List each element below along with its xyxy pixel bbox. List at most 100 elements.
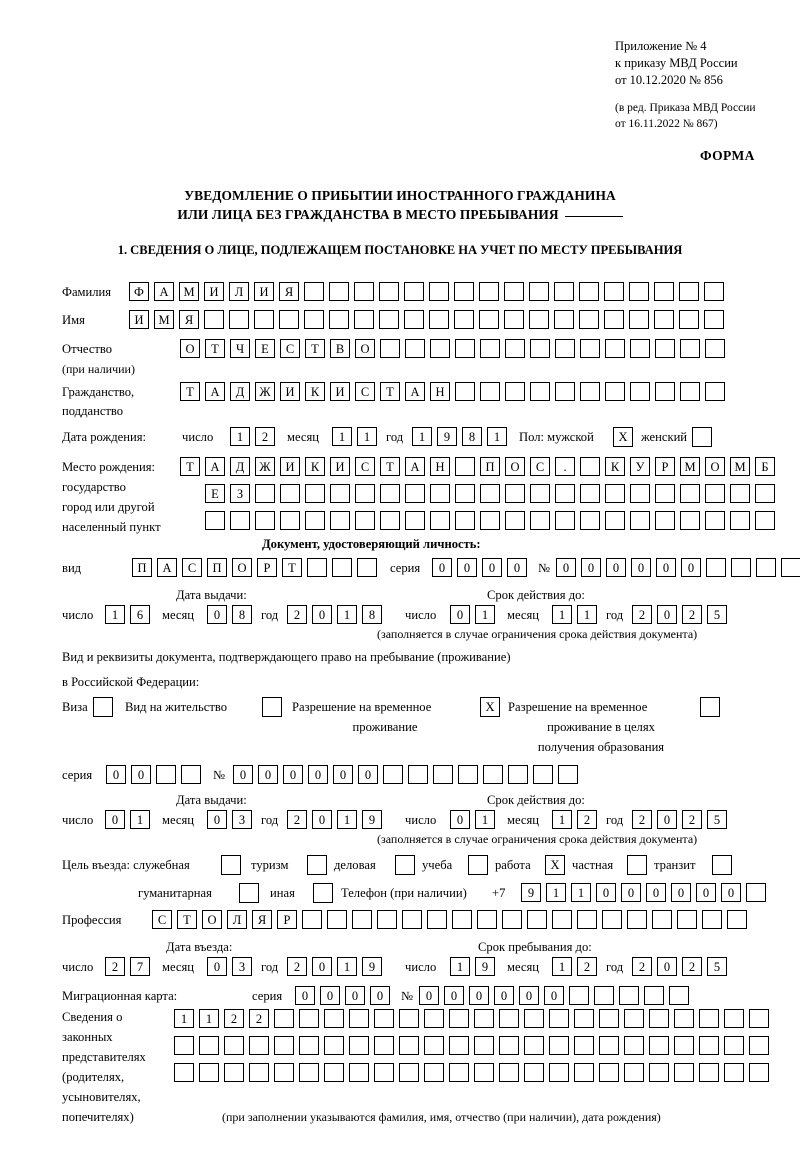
doc-kind-cell[interactable]: С xyxy=(182,558,202,577)
mig-number-cell[interactable] xyxy=(594,986,614,1005)
birthplace-row-2-cell[interactable] xyxy=(505,484,525,503)
birthplace-row-1-cell[interactable]: С xyxy=(355,457,375,476)
surname-cell[interactable] xyxy=(354,282,374,301)
permit-valid-year-cell[interactable]: 0 xyxy=(657,810,677,829)
permit-number-cell[interactable] xyxy=(433,765,453,784)
doc-number-cell[interactable] xyxy=(756,558,776,577)
citizenship-cell[interactable]: С xyxy=(355,382,375,401)
surname-cell[interactable] xyxy=(579,282,599,301)
firstname-cell[interactable] xyxy=(554,310,574,329)
permit-valid-month-cell[interactable]: 1 xyxy=(552,810,572,829)
patronymic-cell[interactable]: В xyxy=(330,339,350,358)
firstname-cell[interactable] xyxy=(429,310,449,329)
profession-cell[interactable]: Т xyxy=(177,910,197,929)
patronymic-cell[interactable] xyxy=(505,339,525,358)
patronymic-cell[interactable]: О xyxy=(180,339,200,358)
surname-cell[interactable] xyxy=(454,282,474,301)
phone-digits-cell[interactable]: 0 xyxy=(721,883,741,902)
birth-day-cell[interactable]: 1 xyxy=(230,427,250,446)
birthplace-row-3-cell[interactable] xyxy=(380,511,400,530)
doc-valid-day-cell[interactable]: 1 xyxy=(475,605,495,624)
legal-rep-row-3-cell[interactable] xyxy=(399,1063,419,1082)
entry-year-cell[interactable]: 9 xyxy=(362,957,382,976)
permit-number-cell[interactable]: 0 xyxy=(333,765,353,784)
permit-valid-year-cell[interactable]: 2 xyxy=(682,810,702,829)
phone-digits-cell[interactable]: 1 xyxy=(571,883,591,902)
doc-number-cell[interactable]: 0 xyxy=(606,558,626,577)
patronymic-cell[interactable]: Е xyxy=(255,339,275,358)
birthplace-row-1-cell[interactable]: К xyxy=(305,457,325,476)
doc-series-cell[interactable]: 0 xyxy=(507,558,527,577)
legal-rep-row-2-cell[interactable] xyxy=(274,1036,294,1055)
firstname-cell[interactable] xyxy=(704,310,724,329)
surname-cell[interactable] xyxy=(704,282,724,301)
mig-number-cell[interactable] xyxy=(669,986,689,1005)
legal-rep-row-1-cell[interactable] xyxy=(374,1009,394,1028)
sex-male-checkbox[interactable]: X xyxy=(613,427,633,447)
profession-cell[interactable] xyxy=(452,910,472,929)
legal-rep-row-2-cell[interactable] xyxy=(324,1036,344,1055)
legal-rep-row-2-cell[interactable] xyxy=(374,1036,394,1055)
birthplace-row-2-cell[interactable] xyxy=(380,484,400,503)
doc-series-cell[interactable]: 0 xyxy=(457,558,477,577)
stay-year-cell[interactable]: 2 xyxy=(682,957,702,976)
stay-month-cell[interactable]: 2 xyxy=(577,957,597,976)
surname-cell[interactable]: И xyxy=(204,282,224,301)
legal-rep-row-2-cell[interactable] xyxy=(624,1036,644,1055)
birthplace-row-3-cell[interactable] xyxy=(655,511,675,530)
profession-cell[interactable] xyxy=(352,910,372,929)
doc-issue-month-cell[interactable]: 8 xyxy=(232,605,252,624)
birthplace-row-1-cell[interactable]: О xyxy=(505,457,525,476)
legal-rep-row-2-cell[interactable] xyxy=(399,1036,419,1055)
legal-rep-row-2-cell[interactable] xyxy=(449,1036,469,1055)
purpose-tourism-checkbox[interactable] xyxy=(307,855,327,875)
citizenship-cell[interactable]: А xyxy=(205,382,225,401)
legal-rep-row-1-cell[interactable] xyxy=(474,1009,494,1028)
doc-valid-year-cell[interactable]: 5 xyxy=(707,605,727,624)
profession-cell[interactable] xyxy=(577,910,597,929)
birth-year-cell[interactable]: 1 xyxy=(412,427,432,446)
mig-number-cell[interactable]: 0 xyxy=(419,986,439,1005)
firstname-cell[interactable] xyxy=(654,310,674,329)
profession-cell[interactable] xyxy=(652,910,672,929)
doc-number-cell[interactable] xyxy=(781,558,800,577)
legal-rep-row-3-cell[interactable] xyxy=(249,1063,269,1082)
temp-residence-checkbox[interactable]: X xyxy=(480,697,500,717)
patronymic-cell[interactable] xyxy=(630,339,650,358)
legal-rep-row-3-cell[interactable] xyxy=(349,1063,369,1082)
legal-rep-row-1-cell[interactable] xyxy=(674,1009,694,1028)
birthplace-row-3-cell[interactable] xyxy=(605,511,625,530)
birthplace-row-2-cell[interactable] xyxy=(280,484,300,503)
purpose-humanitarian-checkbox[interactable] xyxy=(239,883,259,903)
permit-valid-year-cell[interactable]: 2 xyxy=(632,810,652,829)
legal-rep-row-1-cell[interactable] xyxy=(549,1009,569,1028)
doc-valid-year-cell[interactable]: 2 xyxy=(632,605,652,624)
citizenship-cell[interactable]: И xyxy=(330,382,350,401)
permit-number-cell[interactable] xyxy=(483,765,503,784)
entry-year-cell[interactable]: 0 xyxy=(312,957,332,976)
surname-cell[interactable] xyxy=(654,282,674,301)
purpose-transit-checkbox[interactable] xyxy=(712,855,732,875)
surname-cell[interactable]: Л xyxy=(229,282,249,301)
profession-cell[interactable] xyxy=(327,910,347,929)
profession-cell[interactable] xyxy=(302,910,322,929)
legal-rep-row-1-cell[interactable] xyxy=(424,1009,444,1028)
mig-number-cell[interactable]: 0 xyxy=(444,986,464,1005)
legal-rep-row-1-cell[interactable] xyxy=(324,1009,344,1028)
doc-issue-month-cell[interactable]: 0 xyxy=(207,605,227,624)
permit-valid-year-cell[interactable]: 5 xyxy=(707,810,727,829)
firstname-cell[interactable] xyxy=(329,310,349,329)
purpose-business-checkbox[interactable] xyxy=(395,855,415,875)
permit-series-cell[interactable] xyxy=(156,765,176,784)
birthplace-row-1-cell[interactable]: М xyxy=(730,457,750,476)
citizenship-cell[interactable]: Т xyxy=(180,382,200,401)
mig-number-cell[interactable]: 0 xyxy=(519,986,539,1005)
birthplace-row-3-cell[interactable] xyxy=(755,511,775,530)
birthplace-row-1-cell[interactable]: Б xyxy=(755,457,775,476)
permit-number-cell[interactable]: 0 xyxy=(233,765,253,784)
purpose-study-checkbox[interactable] xyxy=(468,855,488,875)
doc-issue-day-cell[interactable]: 1 xyxy=(105,605,125,624)
legal-rep-row-1-cell[interactable] xyxy=(399,1009,419,1028)
profession-cell[interactable] xyxy=(427,910,447,929)
birthplace-row-3-cell[interactable] xyxy=(230,511,250,530)
